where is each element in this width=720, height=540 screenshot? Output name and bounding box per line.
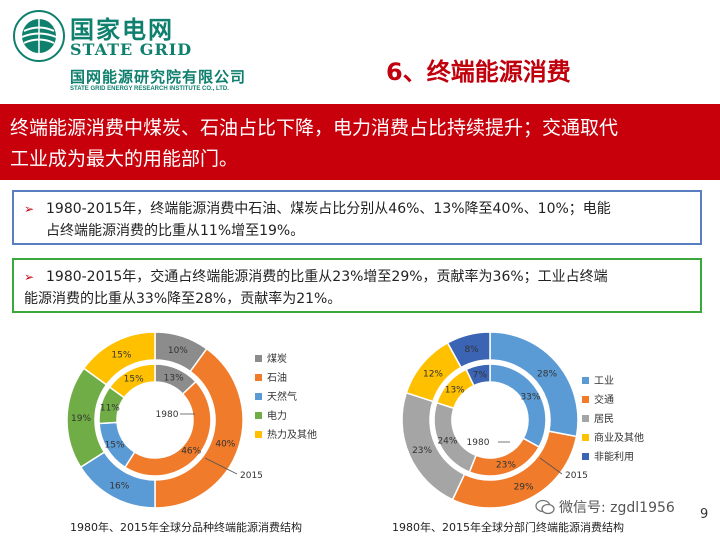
- legend-label: 商业及其他: [594, 431, 644, 444]
- chart-caption: 1980年、2015年全球分部门终端能源消费结构: [392, 521, 624, 534]
- outer-ring-slice-4: [82, 331, 156, 386]
- inner-ring-data-label: 13%: [445, 385, 465, 395]
- inner-ring-year-label: 1980: [156, 410, 179, 420]
- bullet-arrow-icon: ➢: [24, 202, 35, 216]
- page-number: 9: [700, 507, 709, 522]
- inner-ring-data-label: 15%: [124, 375, 144, 385]
- institute-name-cn: 国网能源研究院有限公司: [70, 68, 247, 86]
- inner-ring-data-label: 24%: [437, 437, 457, 447]
- legend-swatch: [582, 377, 589, 384]
- inner-ring-data-label: 33%: [520, 393, 540, 403]
- chart-caption: 1980年、2015年全球分品种终端能源消费结构: [70, 521, 302, 534]
- legend-swatch: [255, 431, 262, 438]
- outer-ring-data-label: 16%: [109, 481, 129, 491]
- bullet-text: 能源消费的比重从33%降至28%，贡献率为21%。: [24, 291, 342, 307]
- outer-ring-data-label: 19%: [71, 414, 91, 424]
- summary-banner: 终端能源消费中煤炭、石油占比下降，电力消费占比持续提升；交通取代 工业成为最大的…: [0, 104, 720, 180]
- bullet-text: 占终端能源消费的比重从11%增至19%。: [46, 223, 305, 239]
- bullet-box-sector: ➢ 1980-2015年，交通占终端能源消费的比重从23%增至29%，贡献率为36…: [12, 258, 702, 313]
- inner-ring-data-label: 13%: [164, 373, 184, 383]
- sector-donut-chart-svg: 33% 23% 24% 13% 7% 28% 29% 23% 12% 8% 1980 2015 工业交通…: [401, 331, 644, 509]
- bullet-text: 1980-2015年，交通占终端能源消费的比重从23%增至29%，贡献率为36%…: [46, 269, 608, 285]
- outer-ring-data-label: 8%: [464, 345, 479, 355]
- inner-ring-slice-4: [108, 363, 156, 399]
- legend-label: 交通: [594, 393, 614, 406]
- outer-ring-year-label: 2015: [240, 471, 263, 481]
- outer-ring-data-label: 15%: [111, 351, 131, 361]
- inner-ring-data-label: 7%: [473, 371, 488, 381]
- outer-ring-year-label: 2015: [565, 471, 588, 481]
- legend-swatch: [255, 355, 262, 362]
- legend-label: 煤炭: [267, 352, 287, 365]
- legend-label: 居民: [594, 413, 614, 425]
- inner-ring-data-label: 11%: [100, 403, 120, 413]
- fuel-donut-chart: 13% 46% 15% 11% 15% 10% 40% 16% 19% 15% 1980 2015 煤炭…: [55, 320, 385, 520]
- wechat-icon: [535, 499, 555, 515]
- legend-swatch: [255, 374, 262, 381]
- legend-swatch: [582, 434, 589, 441]
- legend-label: 非能利用: [594, 450, 634, 463]
- outer-ring-data-label: 28%: [537, 369, 557, 379]
- inner-ring-slice-4: [465, 363, 491, 387]
- inner-ring-data-label: 23%: [496, 461, 516, 471]
- state-grid-logo-icon: [13, 10, 65, 62]
- outer-ring-data-label: 23%: [412, 446, 432, 456]
- outer-ring-leader-line: [204, 457, 238, 475]
- watermark-text: 微信号: zgdl1956: [559, 500, 675, 516]
- legend-swatch: [255, 393, 262, 400]
- legend-label: 热力及其他: [267, 428, 317, 441]
- sector-donut-chart: 33% 23% 24% 13% 7% 28% 29% 23% 12% 8% 1980 2015 工业交通…: [390, 320, 720, 520]
- legend-label: 天然气: [267, 390, 297, 403]
- wechat-watermark: 微信号: zgdl1956: [535, 497, 675, 517]
- brand-name-cn: 国家电网: [70, 16, 174, 44]
- banner-line: 工业成为最大的用能部门。: [10, 148, 239, 170]
- legend-swatch: [255, 412, 262, 419]
- outer-ring-slice-4: [446, 331, 491, 369]
- institute-name-en: STATE GRID ENERGY RESEARCH INSTITUTE CO.…: [70, 86, 229, 92]
- inner-ring-year-label: 1980: [467, 438, 490, 448]
- header: 国家电网 STATE GRID 国网能源研究院有限公司 STATE GRID E…: [0, 0, 720, 100]
- bullet-arrow-icon: ➢: [24, 270, 35, 284]
- bullet-text: 1980-2015年，终端能源消费中石油、煤炭占比分别从46%、13%降至40%…: [46, 201, 611, 217]
- fuel-donut-chart-svg: 13% 46% 15% 11% 15% 10% 40% 16% 19% 15% 1980 2015 煤炭…: [66, 331, 317, 509]
- legend-swatch: [582, 415, 589, 422]
- legend-swatch: [582, 453, 589, 460]
- legend-label: 石油: [267, 371, 287, 384]
- legend-swatch: [582, 396, 589, 403]
- bullet-box-fuel: ➢ 1980-2015年，终端能源消费中石油、煤炭占比分别从46%、13%降至40…: [12, 190, 702, 245]
- legend-label: 电力: [267, 409, 287, 422]
- outer-ring-data-label: 29%: [514, 482, 534, 492]
- brand-name-en: STATE GRID: [70, 40, 193, 59]
- banner-line: 终端能源消费中煤炭、石油占比下降，电力消费占比持续提升；交通取代: [10, 117, 619, 139]
- inner-ring-data-label: 15%: [105, 440, 125, 450]
- outer-ring-leader-line: [539, 457, 563, 475]
- section-title: 6、终端能源消费: [386, 58, 571, 86]
- outer-ring-slice-1: [154, 347, 244, 509]
- outer-ring-data-label: 10%: [168, 346, 188, 356]
- inner-ring-data-label: 46%: [181, 446, 201, 456]
- legend-label: 工业: [594, 375, 614, 387]
- outer-ring-data-label: 40%: [215, 439, 235, 449]
- outer-ring-data-label: 12%: [423, 369, 443, 379]
